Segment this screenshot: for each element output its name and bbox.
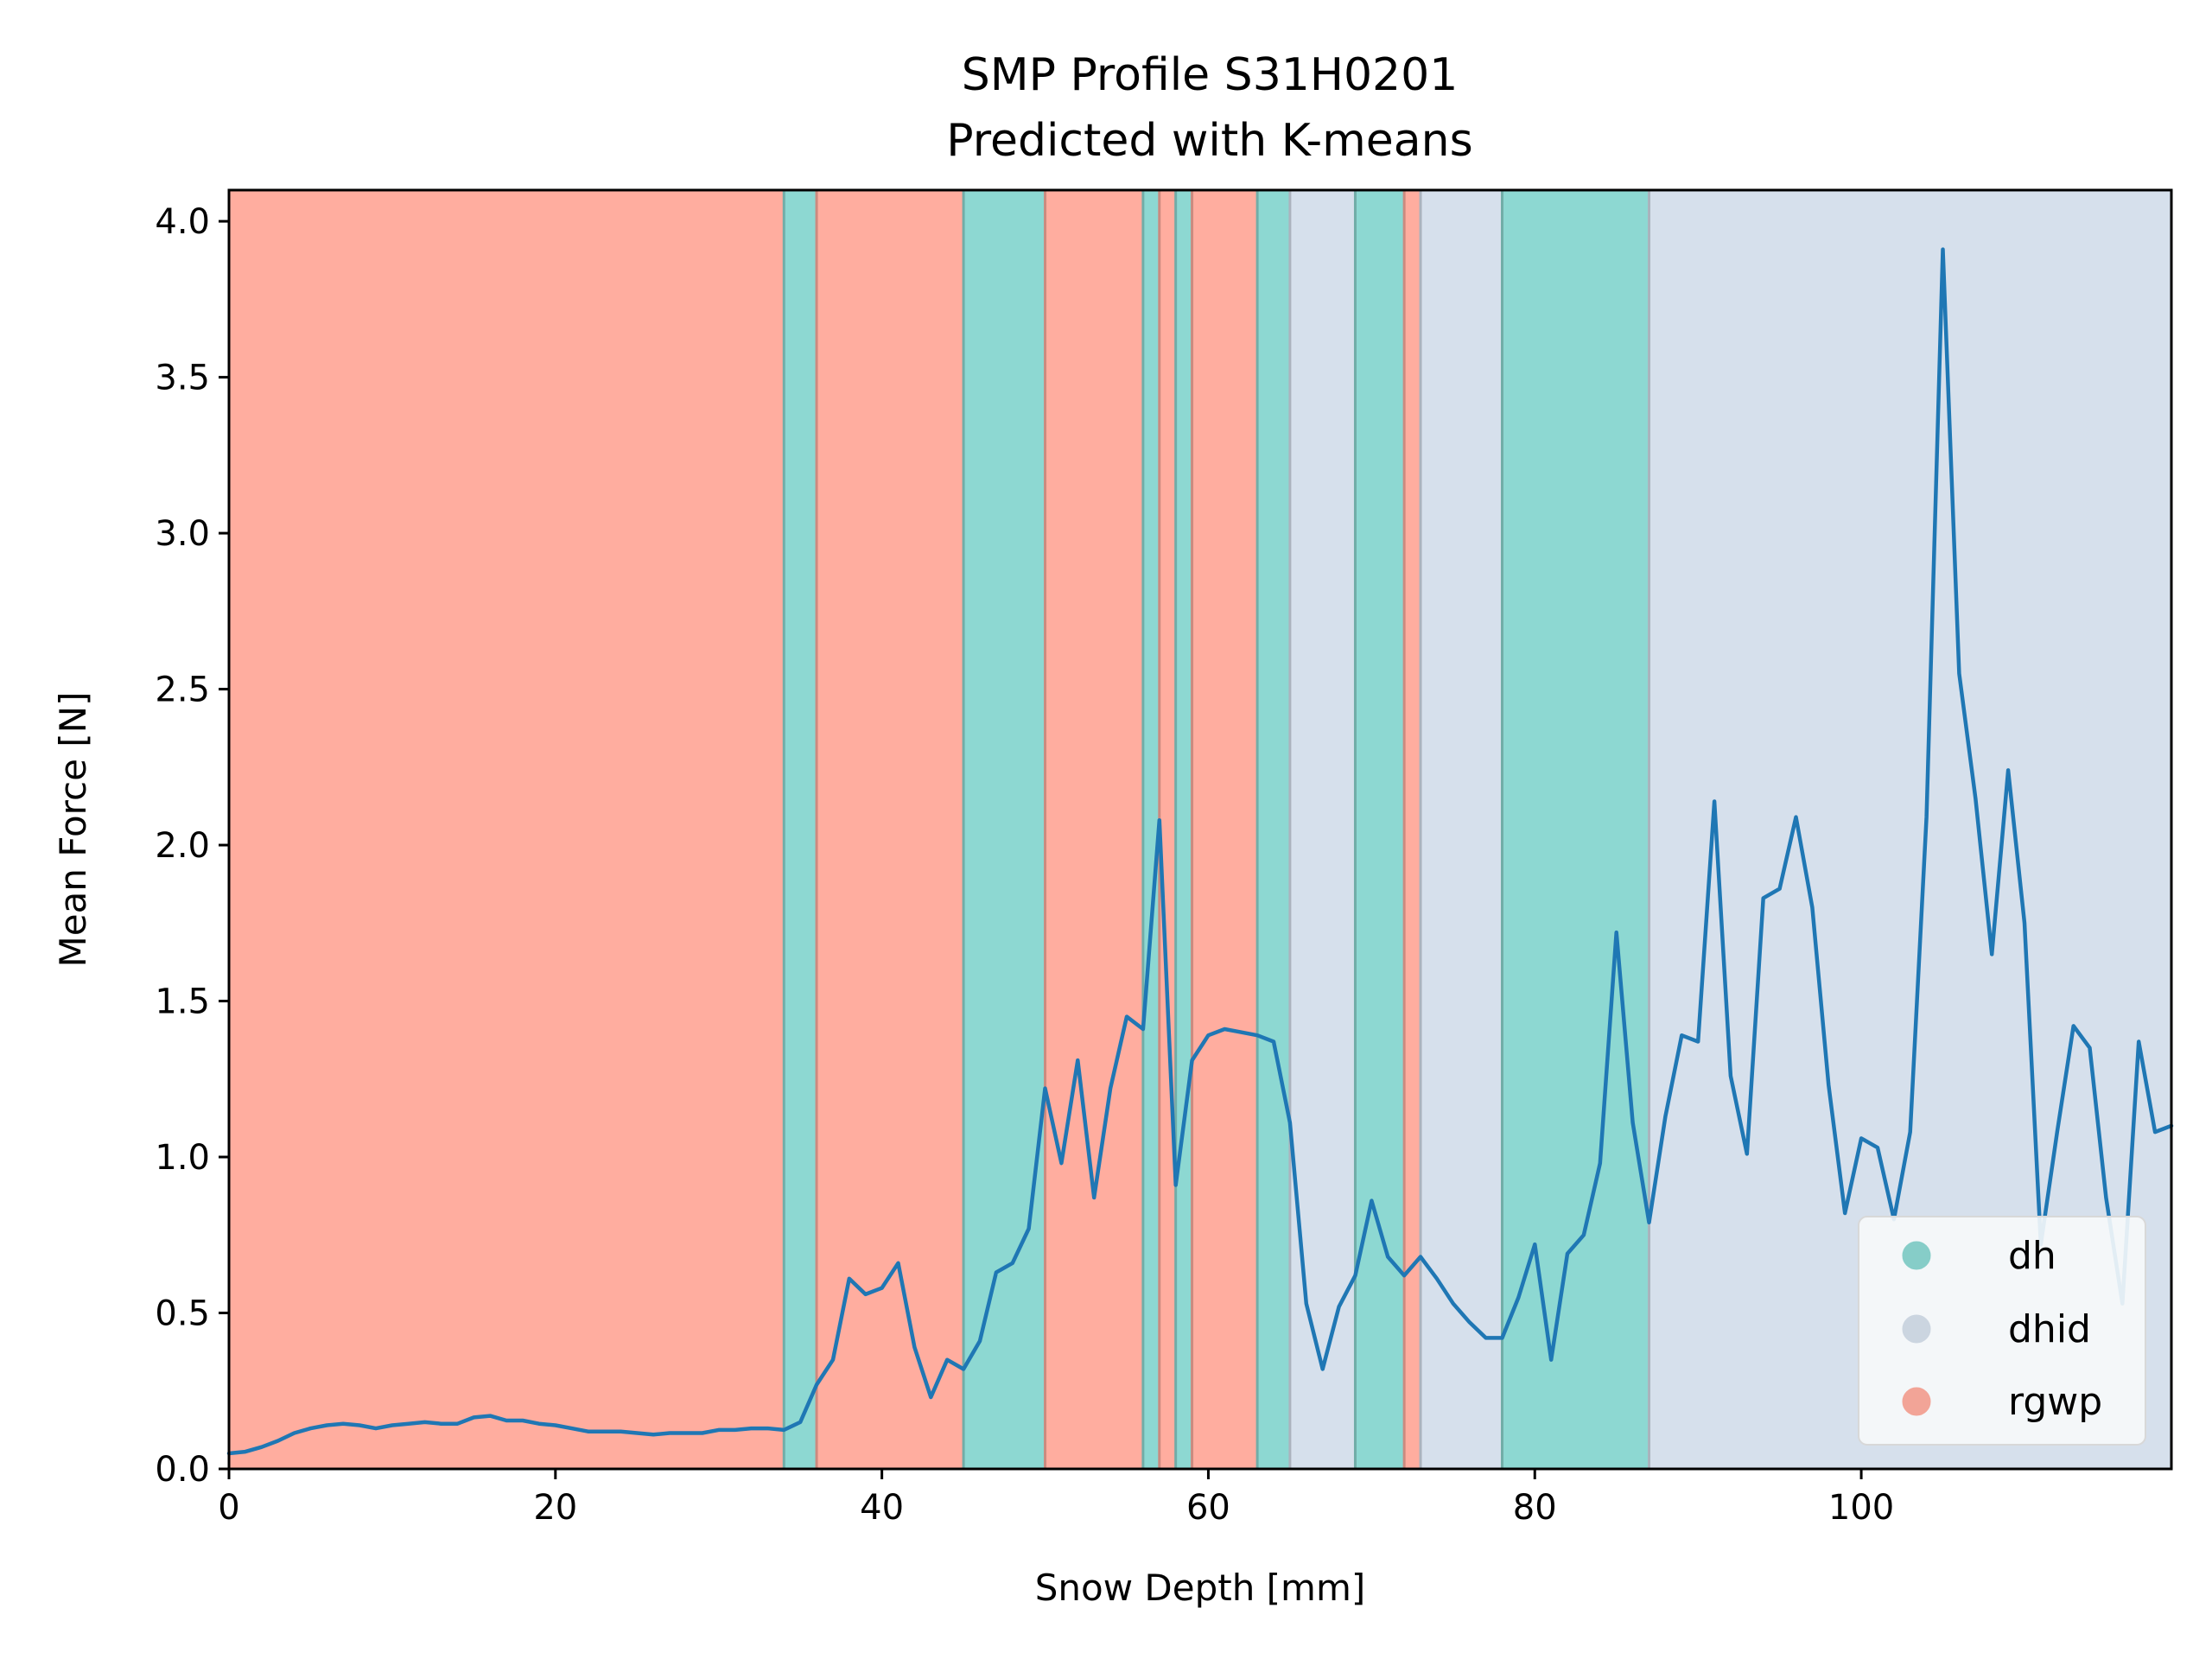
chart-title: SMP Profile S31H0201: [962, 49, 1459, 101]
y-tick-label: 3.0: [155, 514, 210, 554]
legend-label-rgwp: rgwp: [2008, 1380, 2102, 1424]
y-tick-label: 3.5: [155, 359, 210, 398]
plot-frame: [227, 188, 2173, 1471]
band-rgwp-8: [1192, 190, 1258, 1469]
axis-ticks: 0 20 40 60 80 100 0.0 0.5 1.0 1.5 2.0 2.5 3.0 3.5 4.0: [155, 202, 1894, 1528]
band-rgwp-12: [1404, 190, 1421, 1469]
x-tick-label: 100: [1828, 1488, 1894, 1528]
legend-marker-dh: [1902, 1241, 1931, 1270]
legend-label-dhid: dhid: [2008, 1307, 2091, 1351]
x-tick-label: 40: [860, 1488, 904, 1528]
band-dh-14: [1502, 190, 1649, 1469]
band-dh-5: [1142, 190, 1160, 1469]
y-tick-label: 1.0: [155, 1138, 210, 1178]
x-tick-label: 60: [1186, 1488, 1230, 1528]
legend-box: [1858, 1216, 2146, 1446]
x-tick-label: 80: [1513, 1488, 1557, 1528]
y-tick-label: 0.5: [155, 1294, 210, 1334]
x-tick-label: 20: [533, 1488, 577, 1528]
x-axis-label: Snow Depth [mm]: [1035, 1567, 1366, 1609]
legend-marker-rgwp: [1902, 1387, 1931, 1416]
band-dh-9: [1257, 190, 1290, 1469]
band-dh-11: [1355, 190, 1405, 1469]
band-rgwp-0: [229, 190, 785, 1469]
class-bands: [229, 190, 2171, 1469]
legend-marker-dhid: [1902, 1314, 1931, 1344]
y-tick-label: 4.0: [155, 202, 210, 242]
legend: dh dhid rgwp: [1858, 1216, 2146, 1446]
y-axis-label: Mean Force [N]: [52, 692, 94, 968]
band-dh-1: [784, 190, 817, 1469]
legend-label-dh: dh: [2008, 1234, 2056, 1278]
band-dh-3: [963, 190, 1046, 1469]
series-line-mean-force: [226, 247, 2174, 1456]
y-tick-label: 1.5: [155, 982, 210, 1022]
band-rgwp-4: [1045, 190, 1143, 1469]
data-line-group: [226, 247, 2174, 1456]
y-tick-label: 0.0: [155, 1450, 210, 1490]
band-dhid-13: [1421, 190, 1503, 1469]
x-tick-label: 0: [218, 1488, 239, 1528]
band-rgwp-6: [1159, 190, 1176, 1469]
band-dhid-10: [1289, 190, 1356, 1469]
y-tick-label: 2.0: [155, 826, 210, 866]
band-rgwp-2: [817, 190, 964, 1469]
y-tick-label: 2.5: [155, 671, 210, 710]
band-dh-7: [1175, 190, 1192, 1469]
chart-subtitle: Predicted with K-means: [946, 115, 1472, 167]
